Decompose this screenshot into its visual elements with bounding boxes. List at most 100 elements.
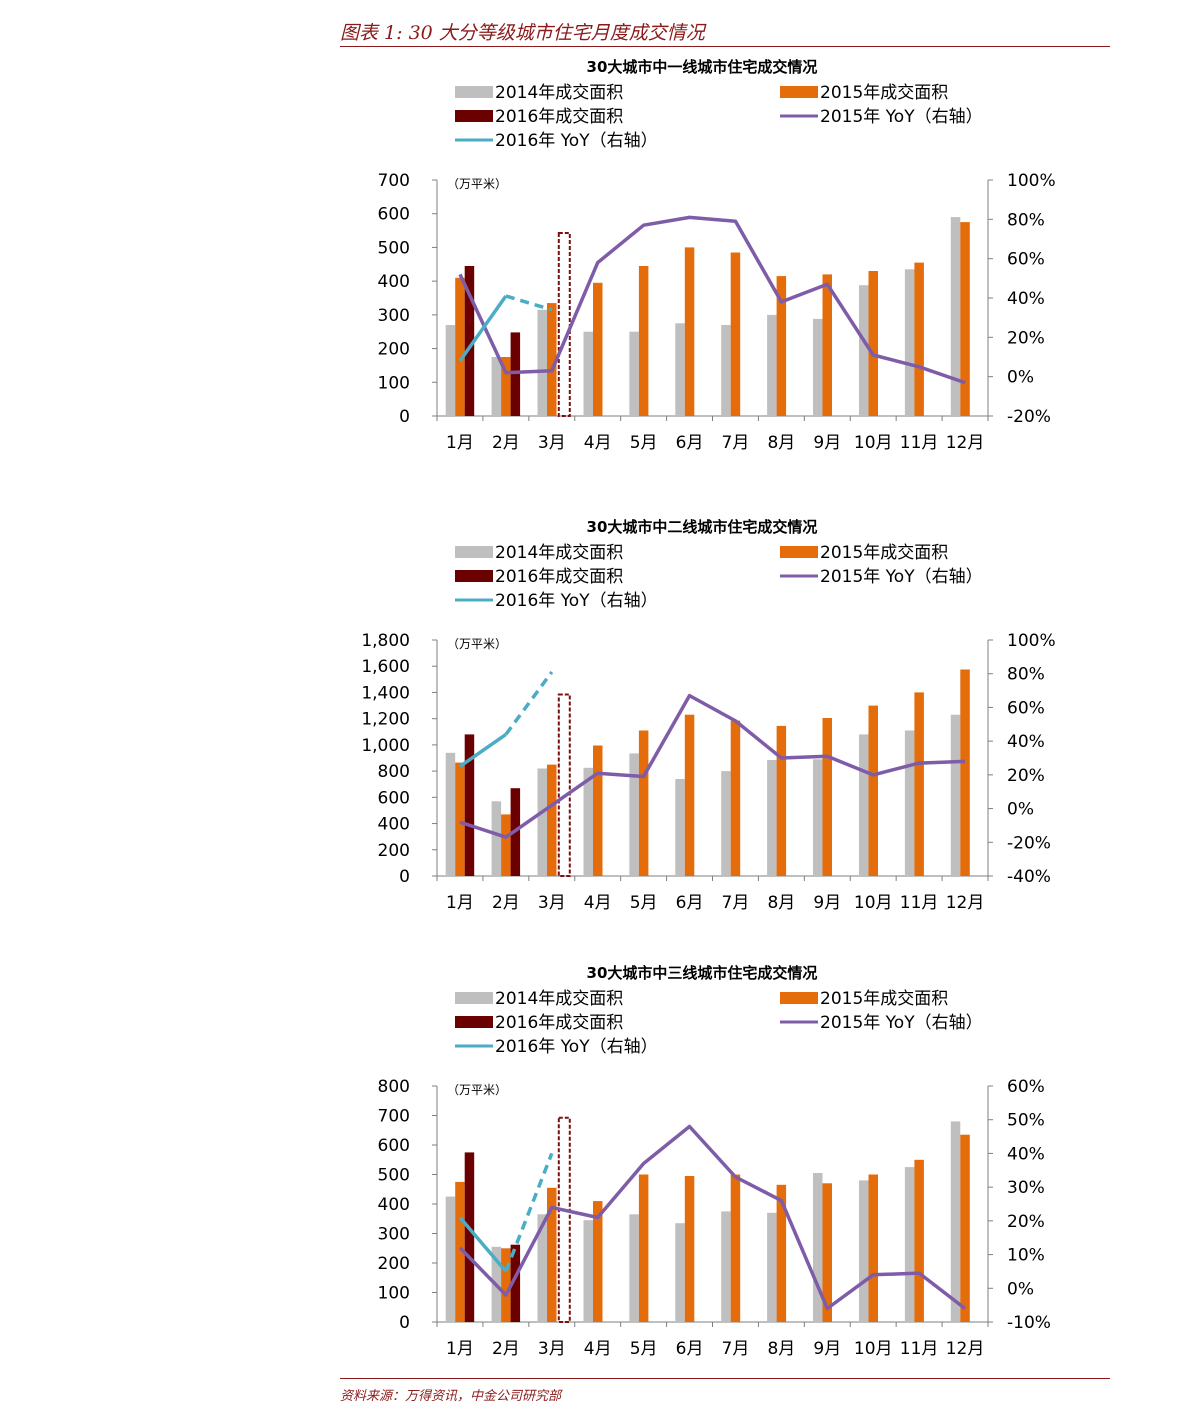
legend: 2014年成交面积 2015年成交面积 2016年成交面积 2015年 YoY（右轴）… xyxy=(455,989,983,1057)
x-tick-label: 9月 xyxy=(813,433,841,453)
bar-s0-1 xyxy=(491,801,502,876)
y2-tick-label: 80% xyxy=(1007,210,1045,230)
bar-s1-6 xyxy=(730,252,741,416)
highlight-box xyxy=(557,693,571,877)
bar-s0-4 xyxy=(629,753,639,876)
bar-s1-1 xyxy=(501,1248,511,1323)
bar-s0-11 xyxy=(950,217,961,416)
bar-s2-1 xyxy=(510,1244,521,1322)
axes: 0 100 200 300 400 500 600 700 800 -10% 0% 10% 20% 30%… xyxy=(378,1077,1051,1359)
x-tick-label: 6月 xyxy=(676,1339,704,1359)
bars xyxy=(445,1121,970,1323)
bar-s1-4 xyxy=(638,1174,649,1322)
y-tick-label: 800 xyxy=(378,762,410,782)
bar-s0-3 xyxy=(583,767,593,876)
bar-s0-9 xyxy=(859,285,869,416)
y-tick-label: 500 xyxy=(378,238,410,258)
bar-s0-8 xyxy=(813,759,823,876)
y2-tick-label: 10% xyxy=(1007,1246,1045,1266)
chart-svg: 30大城市中一线城市住宅成交情况 2014年成交面积 2015年成交面积 2016年成… xyxy=(378,58,1056,453)
legend-label-s2014: 2014年成交面积 xyxy=(495,83,623,103)
y2-tick-label: 0% xyxy=(1007,368,1034,388)
bar-s0-7 xyxy=(767,1212,777,1322)
y-tick-label: 300 xyxy=(378,1225,410,1245)
y2-tick-label: -40% xyxy=(1007,867,1051,887)
x-tick-label: 7月 xyxy=(722,893,750,913)
bar-s0-6 xyxy=(721,325,731,416)
bars xyxy=(445,217,970,416)
bar-s0-4 xyxy=(629,331,639,416)
y-tick-label: 500 xyxy=(378,1166,410,1186)
x-tick-label: 1月 xyxy=(446,893,474,913)
line-series-1 xyxy=(458,1216,508,1273)
line-series-1-dashed xyxy=(504,670,554,736)
legend-label-s2014: 2014年成交面积 xyxy=(495,543,623,563)
legend-swatch-s2015 xyxy=(780,992,818,1004)
bar-s0-5 xyxy=(675,1223,685,1322)
bar-s2-1 xyxy=(510,332,521,416)
bar-s1-6 xyxy=(730,1174,741,1322)
legend-label-s2016: 2016年成交面积 xyxy=(495,567,623,587)
bar-s1-4 xyxy=(638,730,649,876)
bar-s2-0 xyxy=(464,1152,475,1322)
legend-swatch-s2015 xyxy=(780,86,818,98)
y2-tick-label: 100% xyxy=(1007,171,1056,191)
bar-s1-3 xyxy=(593,1201,603,1322)
bar-s2-0 xyxy=(464,266,475,416)
chart-tier1: 30大城市中一线城市住宅成交情况 2014年成交面积 2015年成交面积 2016年成… xyxy=(360,52,1080,462)
bar-s0-6 xyxy=(721,771,731,876)
y2-tick-label: 20% xyxy=(1007,766,1045,786)
x-tick-label: 5月 xyxy=(630,1339,658,1359)
source-text: 资料来源：万得资讯，中金公司研究部 xyxy=(340,1389,562,1404)
x-tick-label: 4月 xyxy=(584,1339,612,1359)
legend-swatch-s2016 xyxy=(455,1016,493,1028)
legend-label-yoy2015: 2015年 YoY（右轴） xyxy=(820,1013,983,1033)
y-tick-label: 400 xyxy=(378,815,410,835)
y-tick-label: 0 xyxy=(399,867,410,887)
x-tick-label: 10月 xyxy=(854,1339,893,1359)
line-series-0 xyxy=(458,1124,967,1311)
unit-label: （万平米） xyxy=(447,637,507,651)
bar-s1-4 xyxy=(638,266,649,416)
unit-label: （万平米） xyxy=(447,177,507,191)
bar-s1-3 xyxy=(593,745,603,876)
y-tick-label: 200 xyxy=(378,1254,410,1274)
line-series-0 xyxy=(459,693,966,839)
y-tick-label: 0 xyxy=(399,407,410,427)
x-tick-label: 6月 xyxy=(676,433,704,453)
x-tick-label: 8月 xyxy=(767,893,795,913)
lines xyxy=(458,1124,967,1311)
y2-tick-label: 60% xyxy=(1007,250,1045,270)
legend-label-s2015: 2015年成交面积 xyxy=(820,543,948,563)
y-tick-label: 700 xyxy=(378,171,410,191)
y-tick-label: 200 xyxy=(378,841,410,861)
bar-s0-1 xyxy=(491,357,502,416)
x-tick-label: 3月 xyxy=(538,1339,566,1359)
bar-s0-5 xyxy=(675,779,685,876)
x-tick-label: 8月 xyxy=(767,433,795,453)
y-tick-label: 100 xyxy=(378,373,410,393)
bar-s1-5 xyxy=(684,1176,695,1322)
bar-s0-0 xyxy=(445,325,456,416)
y2-tick-label: 40% xyxy=(1007,732,1045,752)
bar-s1-9 xyxy=(868,1174,878,1322)
bar-s1-1 xyxy=(501,357,511,416)
legend-label-s2015: 2015年成交面积 xyxy=(820,83,948,103)
y-tick-label: 1,400 xyxy=(361,683,410,703)
bar-s1-0 xyxy=(455,277,465,416)
highlight-box xyxy=(557,1116,571,1323)
y2-tick-label: 20% xyxy=(1007,1212,1045,1232)
bar-s1-2 xyxy=(547,303,557,416)
y-tick-label: 1,000 xyxy=(361,736,410,756)
bar-s1-9 xyxy=(868,271,878,416)
bar-s0-0 xyxy=(445,1196,456,1322)
bar-s1-11 xyxy=(960,222,970,416)
bar-s0-8 xyxy=(813,318,823,416)
y2-tick-label: 80% xyxy=(1007,665,1045,685)
highlight-box xyxy=(557,232,571,417)
legend-label-yoy2016: 2016年 YoY（右轴） xyxy=(495,1037,658,1057)
x-tick-label: 5月 xyxy=(630,433,658,453)
x-tick-label: 3月 xyxy=(538,433,566,453)
y2-tick-label: 60% xyxy=(1007,698,1045,718)
y2-tick-label: 0% xyxy=(1007,800,1034,820)
